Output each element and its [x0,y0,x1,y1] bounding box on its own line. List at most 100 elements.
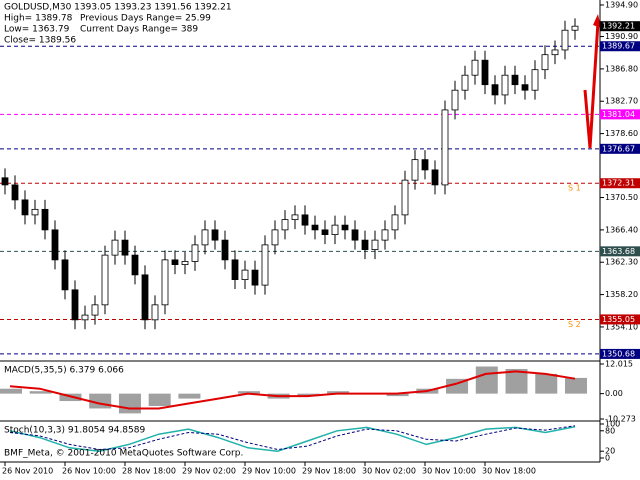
candle-body [61,259,69,291]
level-box [600,178,640,189]
candle-body [341,224,349,231]
chart-title: GOLDUSD,M30 1393.05 1393.23 1391.56 1392… [4,3,232,13]
candle-body [321,229,329,236]
candle-body [11,184,19,201]
stoch-line [9,426,576,452]
level-label: 1381.04 [602,110,635,119]
candle-body [451,89,459,111]
candle-body [421,159,429,171]
level-box [600,109,640,120]
level-box [600,314,640,325]
x-tick-label: 28 Nov 18:00 [122,467,176,476]
candle-body [231,259,239,280]
y-tick-label: 1362.30 [605,258,638,267]
candle-body [191,244,199,262]
panel-title: MACD(5,35,5) 6.379 6.066 [4,366,124,376]
y-tick-label: 1370.50 [605,193,638,202]
candle-body [541,54,549,71]
forecast-arrow [583,21,600,149]
candle-body [331,224,339,236]
plot-area [0,18,600,452]
level-label: 1355.05 [602,315,635,324]
x-tick-label: 26 Nov 10:00 [62,467,116,476]
y-tick-label: 1386.80 [605,64,638,73]
level-box [600,348,640,359]
x-tick-label: 30 Nov 18:00 [482,467,536,476]
level-tag: S 1 [568,184,581,193]
macd-bar [178,393,201,399]
y-tick-label: 0.00 [605,389,623,398]
candle-body [91,304,99,316]
candle-body [151,304,159,321]
candle-body [481,59,489,86]
y-tick-label: 0 [605,454,610,463]
x-tick-label: 26 Nov 2010 [2,467,53,476]
macd-bar [535,373,558,394]
macd-bar [118,393,141,414]
candle-body [141,274,149,321]
macd-signal [9,370,576,410]
y-tick-label: 1390.90 [605,32,638,41]
candle-body [21,199,29,216]
candle-body [121,239,129,256]
candle-body [81,314,89,321]
candle-body [51,229,59,261]
macd-bar [327,391,350,394]
x-tick-label: 29 Nov 18:00 [302,467,356,476]
last-price-label: 1392.21 [602,22,635,31]
candle-body [571,25,579,31]
watermark: BMF_Meta, © 2001-2010 MetaQuotes Softwar… [4,449,243,459]
level-label: 1389.67 [602,42,635,51]
candle-body [31,208,39,216]
level-label: 1376.67 [602,144,635,153]
macd-bar [237,391,260,394]
y-tick-label: 12.015 [605,360,633,369]
candle-body [371,239,379,251]
candle-body [431,169,439,186]
y-tick-label: 1394.90 [605,0,638,9]
level-box [600,41,640,52]
macd-bar [297,393,320,397]
candle-body [311,224,319,231]
candle-body [441,109,449,186]
y-tick-label: 100 [605,420,620,429]
candle-body [71,289,79,321]
x-tick-label: 30 Nov 02:00 [362,467,416,476]
info-text: Close= 1389.56 [4,36,76,46]
candle-body [161,259,169,306]
candle-body [381,229,389,241]
macd-bar [148,393,171,406]
info-text: Low= 1363.79 [4,25,70,35]
candle-body [291,214,299,221]
candle-body [491,84,499,96]
level-label: 1363.68 [602,247,635,256]
candle-body [501,74,509,96]
y-tick-label: 1358.20 [605,290,638,299]
candle-body [461,74,469,91]
level-box [600,143,640,154]
level-box [600,246,640,257]
candle-body [101,254,109,306]
candle-body [351,229,359,241]
y-tick-label: 1382.70 [605,97,638,106]
macd-bar [386,393,409,397]
candle-body [1,177,9,186]
info-text: Current Days Range= 389 [80,25,198,35]
candle-body [521,84,529,91]
candle-body [181,261,189,265]
last-price-box [600,21,640,32]
candle-body [41,208,49,231]
candle-body [271,229,279,246]
x-tick-label: 29 Nov 02:00 [182,467,236,476]
candle-body [401,179,409,216]
candle-body [171,259,179,265]
candle-body [281,219,289,231]
y-tick-label: 1354.10 [605,322,638,331]
candle-body [361,239,369,251]
candle-body [111,239,119,256]
candle-body [471,59,479,76]
y-tick-label: 80 [605,426,615,435]
y-tick-label: -10.273 [605,415,636,424]
candle-body [261,244,269,286]
